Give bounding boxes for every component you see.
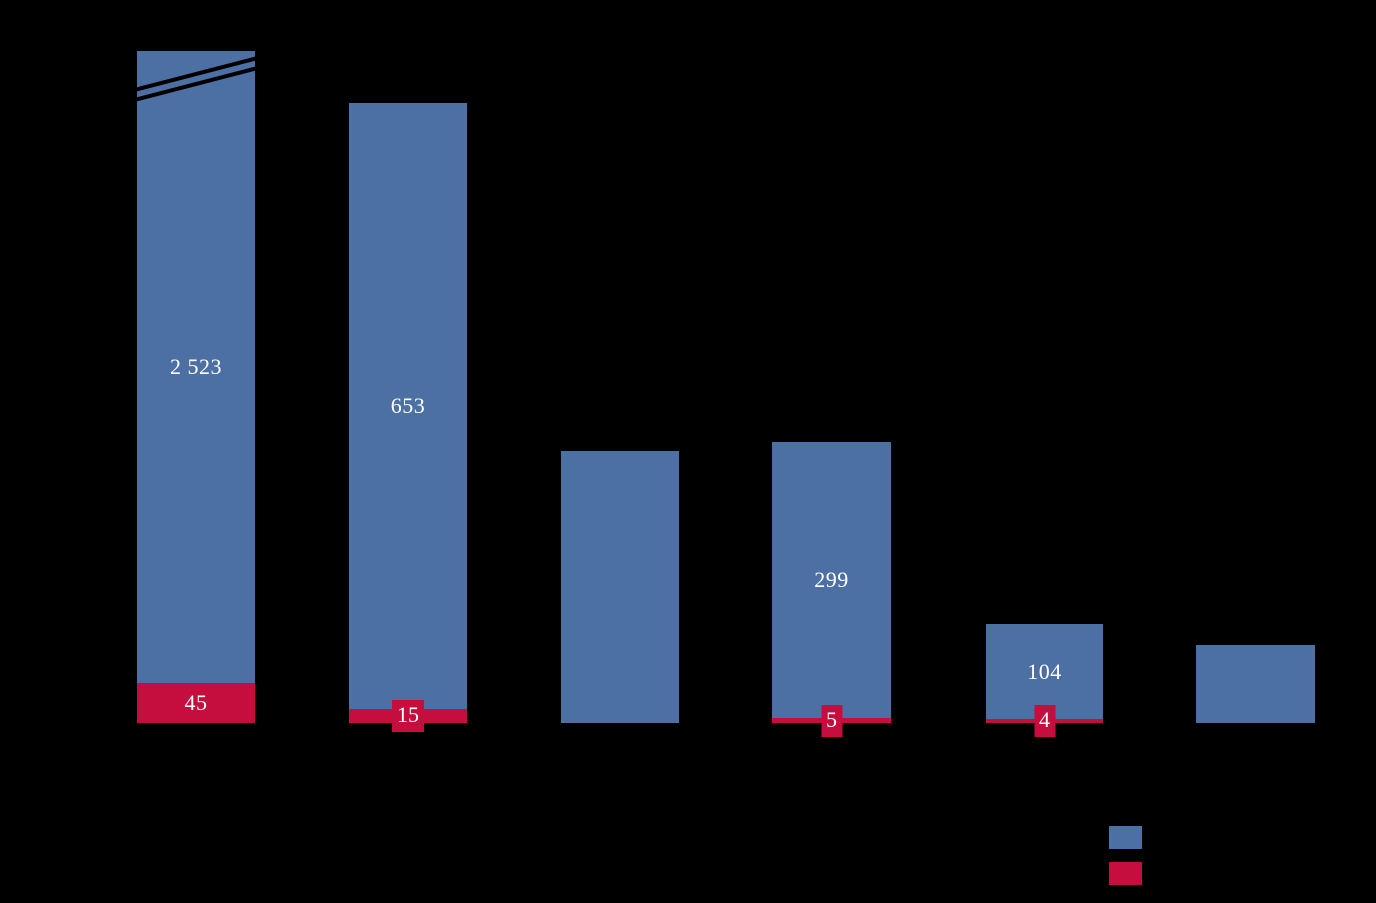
bar-1-blue-segment: 2 523 [137, 51, 255, 683]
bar-1-red-value-label: 45 [184, 690, 208, 715]
bar-4-red-segment: 5 [772, 704, 891, 737]
bar-2-blue-value-label: 653 [390, 393, 426, 418]
bar-2-blue-segment: 653 [349, 103, 467, 709]
bar-5-red-segment: 4 [986, 705, 1103, 737]
bar-4-blue-segment: 299 [772, 442, 891, 718]
bar-1-blue-value-label: 2 523 [170, 354, 222, 379]
bar-4-blue-value-label: 299 [814, 567, 849, 592]
bar-1-red-segment: 45 [137, 683, 255, 723]
legend-swatch-red-series [1109, 862, 1142, 885]
bar-3-blue-segment [561, 451, 679, 723]
bar-5-red-value-label: 4 [1034, 705, 1055, 737]
bar-6-blue-segment [1196, 645, 1315, 723]
bar-5-blue-segment: 104 [986, 624, 1103, 719]
bar-2-red-segment: 15 [349, 700, 467, 732]
bar-2-red-value-label: 15 [392, 700, 424, 732]
bar-5-blue-value-label: 104 [1027, 658, 1062, 684]
bar-4-red-value-label: 5 [821, 704, 842, 737]
legend-swatch-blue-series [1109, 826, 1142, 849]
